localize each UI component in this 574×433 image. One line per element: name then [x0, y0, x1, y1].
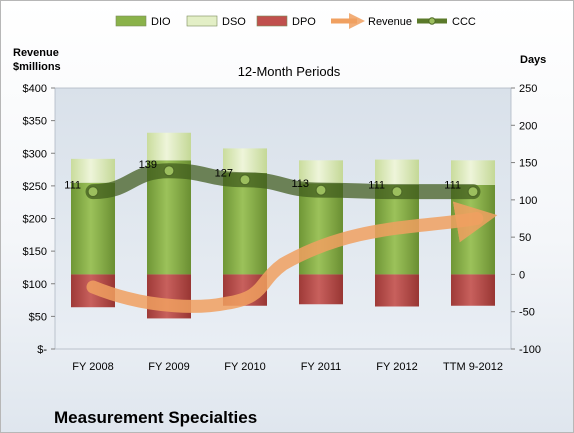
dso-bar-5 — [451, 160, 495, 185]
legend-swatch-dso — [186, 15, 218, 27]
x-tick-label: FY 2008 — [72, 361, 113, 373]
left-tick-label: $250 — [23, 181, 47, 193]
ccc-point-3 — [315, 184, 327, 196]
ccc-point-1 — [163, 165, 175, 177]
left-tick-label: $- — [37, 344, 47, 356]
legend-swatch-dio — [115, 15, 147, 27]
x-tick-label: TTM 9-2012 — [443, 361, 503, 373]
ccc-group: 111 139 127 113 111 111 — [64, 159, 481, 200]
ccc-label-0: 111 — [64, 180, 81, 192]
dso-bar-0 — [71, 158, 115, 183]
right-tick-label: -50 — [519, 307, 535, 319]
right-tick-label: 200 — [519, 120, 537, 132]
dso-bar-3 — [299, 160, 343, 184]
x-tick-label: FY 2011 — [301, 361, 342, 373]
legend-swatch-dpo — [256, 15, 288, 27]
dso-bar-2 — [223, 148, 267, 174]
ccc-label-2: 127 — [215, 168, 233, 180]
legend-label-revenue: Revenue — [368, 16, 412, 28]
right-tick-label: -100 — [519, 344, 541, 356]
legend-swatch-ccc-marker — [428, 17, 436, 25]
dio-bar-2 — [223, 173, 267, 275]
right-axis-title: Days — [520, 54, 546, 66]
axes-group: $400 $350 $300 $250 $200 $150 $100 $50 $- 250 200 1… — [23, 83, 542, 373]
revenue-trend-arrow — [86, 201, 498, 313]
right-tick-label: 0 — [519, 269, 525, 281]
right-tick-label: 250 — [519, 83, 537, 95]
dso-bar-1 — [147, 132, 191, 161]
left-tick-label: $150 — [23, 246, 47, 258]
legend-label-dpo: DPO — [292, 16, 316, 28]
chart-title: 12-Month Periods — [238, 64, 341, 79]
left-axis-title-line1: Revenue — [13, 47, 59, 59]
legend-label-ccc: CCC — [452, 16, 476, 28]
legend-label-dio: DIO — [151, 16, 171, 28]
right-tick-label: 50 — [519, 232, 531, 244]
legend: DIO DSO DPO Revenue CCC — [115, 12, 476, 30]
ccc-label-3: 113 — [291, 178, 309, 190]
left-tick-label: $200 — [23, 214, 47, 226]
left-tick-label: $350 — [23, 116, 47, 128]
left-tick-label: $300 — [23, 148, 47, 160]
dso-bar-4 — [375, 159, 419, 185]
left-tick-label: $100 — [23, 279, 47, 291]
left-tick-label: $50 — [29, 311, 47, 323]
dpo-bar-3 — [299, 274, 343, 305]
ccc-point-5 — [467, 186, 479, 198]
ccc-point-2 — [239, 174, 251, 186]
legend-label-dso: DSO — [222, 16, 246, 28]
footer-title: Measurement Specialties — [54, 408, 257, 427]
left-tick-label: $400 — [23, 83, 47, 95]
x-tick-label: FY 2012 — [376, 361, 417, 373]
right-tick-label: 150 — [519, 158, 537, 170]
x-tick-label: FY 2009 — [148, 361, 189, 373]
ccc-point-0 — [87, 186, 99, 198]
dpo-bar-4 — [375, 274, 419, 307]
revenue-group — [86, 201, 498, 313]
right-tick-label: 100 — [519, 195, 537, 207]
left-axis-title-line2: $millions — [13, 61, 61, 73]
dpo-bar-5 — [451, 274, 495, 306]
ccc-point-4 — [391, 186, 403, 198]
ccc-label-1: 139 — [139, 159, 157, 171]
x-tick-label: FY 2010 — [224, 361, 265, 373]
ccc-label-5: 111 — [444, 180, 461, 192]
ccc-label-4: 111 — [368, 180, 385, 192]
